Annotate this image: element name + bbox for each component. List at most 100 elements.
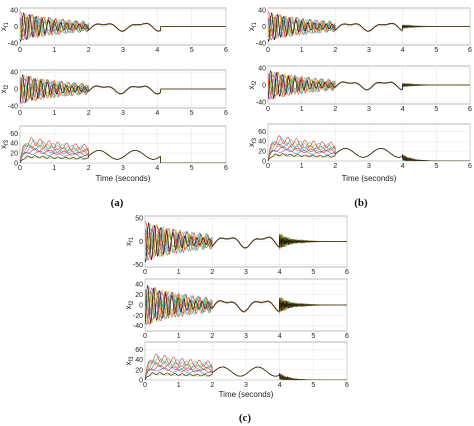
x-tick-label: 6 <box>468 106 472 113</box>
x-tick-label: 4 <box>401 106 405 113</box>
x-tick-label: 0 <box>143 333 147 340</box>
y-tick-label: -40 <box>133 323 143 330</box>
y-tick-label: 40 <box>10 141 18 148</box>
y-tick-label: -40 <box>256 99 266 106</box>
x-tick-label: 1 <box>52 165 56 172</box>
series-line-9 <box>145 222 347 263</box>
x-tick-label: 3 <box>121 110 125 117</box>
y-tick-label: 20 <box>258 149 266 156</box>
y-axis-label: xf3 <box>0 139 10 149</box>
x-tick-label: 0 <box>266 106 270 113</box>
x-tick-label: 1 <box>300 163 304 170</box>
x-tick-label: 6 <box>224 47 228 54</box>
x-tick-label: 4 <box>278 382 282 389</box>
x-tick-label: 5 <box>434 47 438 54</box>
x-axis-label: Time (seconds) <box>342 174 397 183</box>
x-tick-label: 5 <box>434 163 438 170</box>
x-tick-label: 0 <box>18 47 22 54</box>
y-tick-label: 40 <box>10 70 18 77</box>
y-tick-label: 0 <box>262 24 266 31</box>
subplot-3-3: 0 1 2 3 4 5 6 60 40 20 0 xf3 <box>124 341 349 389</box>
y-tick-label: -20 <box>133 313 143 320</box>
y-tick-label: 20 <box>135 367 143 374</box>
y-axis-label: xf1 <box>247 21 258 31</box>
x-tick-label: 1 <box>52 47 56 54</box>
y-axis-label: xf2 <box>0 84 10 94</box>
y-tick-label: 40 <box>10 7 18 14</box>
x-tick-label: 4 <box>401 47 405 54</box>
x-tick-label: 6 <box>345 382 349 389</box>
series-line-9 <box>145 366 347 380</box>
y-tick-label: 40 <box>258 66 266 73</box>
y-tick-label: 60 <box>135 347 143 354</box>
y-axis-label: xf3 <box>247 137 258 147</box>
y-tick-label: 40 <box>258 139 266 146</box>
x-axis-label: Time (seconds) <box>96 174 151 183</box>
y-tick-label: 20 <box>10 151 18 158</box>
series-line-9 <box>268 12 470 43</box>
x-tick-label: 2 <box>333 106 337 113</box>
x-tick-label: 5 <box>190 47 194 54</box>
y-tick-label: 40 <box>135 357 143 364</box>
x-tick-label: 5 <box>311 333 315 340</box>
y-tick-label: -40 <box>256 40 266 47</box>
x-tick-label: 1 <box>52 110 56 117</box>
x-tick-label: 2 <box>333 163 337 170</box>
x-tick-label: 0 <box>18 165 22 172</box>
y-tick-label: -50 <box>133 262 143 269</box>
y-tick-label: 20 <box>135 292 143 299</box>
y-tick-label: 50 <box>135 216 143 223</box>
x-tick-label: 1 <box>177 382 181 389</box>
x-tick-label: 0 <box>18 110 22 117</box>
series-line-9 <box>20 150 226 163</box>
y-tick-label: 0 <box>14 86 18 93</box>
y-tick-label: 0 <box>14 24 18 31</box>
x-tick-label: 3 <box>244 333 248 340</box>
y-tick-label: 0 <box>139 302 143 309</box>
y-axis-label: xf2 <box>124 300 135 310</box>
y-axis-label: xf1 <box>124 236 135 246</box>
x-tick-label: 3 <box>244 269 248 276</box>
panel-label: (b) <box>354 197 368 209</box>
x-tick-label: 2 <box>210 333 214 340</box>
x-tick-label: 2 <box>210 382 214 389</box>
x-tick-label: 0 <box>143 269 147 276</box>
x-tick-label: 5 <box>311 269 315 276</box>
x-tick-label: 5 <box>190 165 194 172</box>
x-tick-label: 3 <box>367 47 371 54</box>
x-tick-label: 4 <box>401 163 405 170</box>
x-tick-label: 3 <box>121 47 125 54</box>
y-tick-label: 0 <box>262 82 266 89</box>
x-tick-label: 4 <box>278 333 282 340</box>
y-tick-label: 0 <box>14 160 18 167</box>
panel-label: (c) <box>239 412 252 424</box>
x-tick-label: 3 <box>121 165 125 172</box>
x-tick-label: 4 <box>278 269 282 276</box>
x-tick-label: 0 <box>266 47 270 54</box>
y-tick-label: -40 <box>8 40 18 47</box>
x-tick-label: 6 <box>224 110 228 117</box>
x-tick-label: 6 <box>468 47 472 54</box>
x-tick-label: 1 <box>177 333 181 340</box>
x-tick-label: 3 <box>367 163 371 170</box>
x-tick-label: 3 <box>244 382 248 389</box>
y-axis-label: xf3 <box>124 356 135 366</box>
x-tick-label: 2 <box>87 110 91 117</box>
x-tick-label: 0 <box>143 382 147 389</box>
series-line-9 <box>268 148 470 161</box>
x-tick-label: 4 <box>155 165 159 172</box>
y-tick-label: 0 <box>262 158 266 165</box>
y-tick-label: -40 <box>8 103 18 110</box>
x-tick-label: 6 <box>468 163 472 170</box>
series-line-9 <box>268 70 470 100</box>
x-tick-label: 1 <box>300 47 304 54</box>
